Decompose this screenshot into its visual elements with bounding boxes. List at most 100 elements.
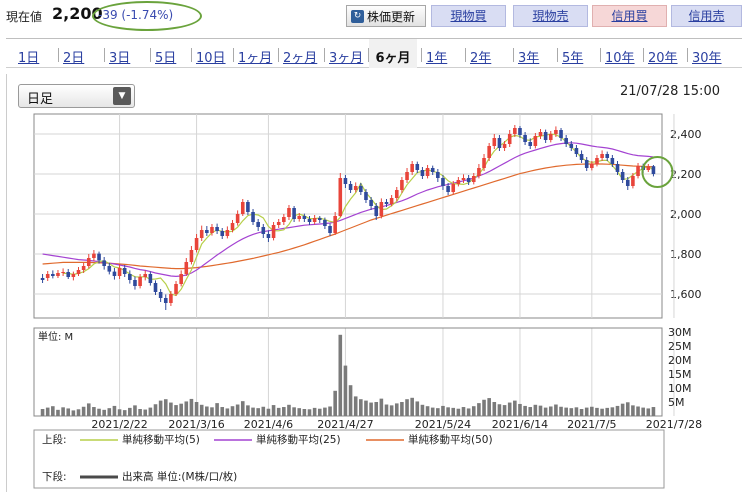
volume-bar <box>307 409 312 416</box>
candle-body <box>86 258 91 266</box>
period-tab[interactable]: 30年 <box>692 51 722 66</box>
margin-buy-button[interactable]: 信用買 <box>592 5 667 27</box>
cash-buy-button[interactable]: 現物買 <box>431 5 506 27</box>
volume-bar <box>636 406 640 416</box>
volume-bar <box>169 402 173 416</box>
period-tab[interactable]: 2日 <box>63 51 85 66</box>
period-tab[interactable]: 6ヶ月 <box>369 39 417 68</box>
candle-body <box>615 164 620 172</box>
candle-body <box>466 178 471 182</box>
candle-body <box>482 158 486 168</box>
candle-body <box>158 292 163 298</box>
volume-bar <box>261 406 266 416</box>
candle-body <box>610 158 615 164</box>
tab-separator <box>421 48 422 62</box>
volume-tick-label: 20M <box>668 354 692 367</box>
period-tab[interactable]: 1日 <box>18 51 40 66</box>
margin-sell-button[interactable]: 信用売 <box>671 5 742 27</box>
volume-bar <box>446 407 450 416</box>
volume-bar <box>518 403 522 416</box>
volume-bar <box>400 402 404 416</box>
candle-body <box>333 216 337 233</box>
period-tab[interactable]: 3日 <box>109 51 131 66</box>
candle-body <box>215 227 219 231</box>
candle-body <box>461 178 466 180</box>
ma50-line <box>42 163 654 270</box>
period-tab[interactable]: 2年 <box>470 51 492 66</box>
candle-body <box>266 234 271 238</box>
period-tab[interactable]: 1年 <box>426 51 448 66</box>
period-tab[interactable]: 20年 <box>648 51 678 66</box>
candle-body <box>128 274 132 280</box>
candle-body <box>353 186 358 190</box>
volume-bar <box>92 407 96 416</box>
volume-bar <box>451 407 456 416</box>
candle-body <box>651 166 656 174</box>
period-tab[interactable]: 10日 <box>196 51 226 66</box>
candle-body <box>179 274 183 284</box>
period-tab[interactable]: 5年 <box>562 51 584 66</box>
tab-separator <box>687 48 688 62</box>
candle-body <box>256 222 260 227</box>
refresh-icon: ↻ <box>351 9 364 23</box>
volume-bar <box>256 408 260 416</box>
volume-bar <box>410 397 414 416</box>
period-tab[interactable]: 3年 <box>518 51 540 66</box>
price-change-highlight-circle <box>92 1 202 31</box>
volume-bar <box>523 405 527 416</box>
period-tab[interactable]: 10年 <box>605 51 635 66</box>
volume-bar <box>569 408 574 416</box>
volume-bar <box>600 408 604 416</box>
candle-body <box>328 226 332 233</box>
volume-bar <box>184 401 189 416</box>
ma5-line <box>63 133 654 297</box>
volume-bar <box>122 410 127 416</box>
chart-timestamp: 21/07/28 15:00 <box>620 84 720 99</box>
refresh-price-button[interactable]: ↻ 株価更新 <box>346 5 426 27</box>
volume-tick-label: 25M <box>668 340 692 353</box>
candle-body <box>559 130 563 138</box>
period-tab[interactable]: 5日 <box>155 51 177 66</box>
volume-bar <box>210 407 214 416</box>
volume-bar <box>143 409 148 416</box>
volume-bar <box>528 407 533 416</box>
volume-bar <box>348 385 353 416</box>
volume-bar <box>595 407 599 416</box>
candle-body <box>40 278 45 280</box>
period-tab[interactable]: 1ヶ月 <box>238 51 273 66</box>
volume-bar <box>554 404 558 416</box>
candle-body <box>590 164 594 168</box>
volume-bar <box>605 407 610 416</box>
period-tab[interactable]: 2ヶ月 <box>283 51 318 66</box>
candle-body <box>338 178 343 216</box>
volume-bar <box>559 406 563 416</box>
candle-body <box>107 266 112 272</box>
candle-body <box>348 184 353 190</box>
period-tab[interactable]: 3ヶ月 <box>329 51 364 66</box>
volume-bar <box>369 402 373 416</box>
candle-body <box>76 270 81 274</box>
legend-upper-label: 上段: <box>42 433 67 446</box>
price-tick-label: 2,200 <box>670 168 702 181</box>
legend-item-label: 単純移動平均(50) <box>408 433 493 446</box>
volume-bar <box>128 407 132 416</box>
candle-body <box>205 230 209 233</box>
refresh-price-label: 株価更新 <box>367 9 416 24</box>
chevron-down-icon[interactable]: ▼ <box>113 87 131 105</box>
date-tick-label: 2021/7/5 <box>567 418 616 431</box>
volume-bar <box>133 405 137 416</box>
volume-bar <box>538 405 543 416</box>
cash-sell-button[interactable]: 現物売 <box>513 5 588 27</box>
tab-separator <box>600 48 601 62</box>
candle-body <box>230 223 235 230</box>
volume-bar <box>564 407 568 416</box>
candle-body <box>323 220 327 226</box>
volume-bar <box>117 409 122 416</box>
volume-bar <box>533 404 538 416</box>
candle-body <box>631 176 635 186</box>
volume-bar <box>179 403 183 416</box>
volume-bar <box>323 407 327 416</box>
tab-separator <box>465 48 466 62</box>
volume-bar <box>466 408 471 416</box>
